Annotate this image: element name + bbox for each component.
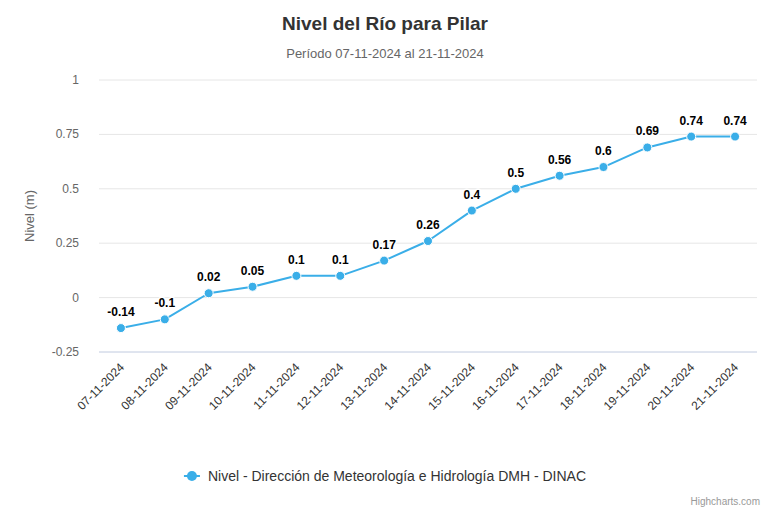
- credits: Highcharts.com: [691, 496, 760, 507]
- point: [687, 132, 696, 141]
- y-tick-label: 1: [72, 73, 79, 87]
- legend-symbol: [187, 471, 197, 481]
- data-label: 0.74: [723, 114, 747, 128]
- point: [336, 271, 345, 280]
- legend: Nivel - Dirección de Meteorología e Hidr…: [184, 468, 586, 484]
- plot-area: [116, 132, 739, 332]
- y-tick-label: -0.25: [52, 345, 80, 359]
- point: [599, 163, 608, 172]
- y-tick-label: 0.75: [56, 127, 80, 141]
- title: Nivel del Río para Pilar: [282, 13, 489, 34]
- subtitle: Período 07-11-2024 al 21-11-2024: [286, 46, 484, 61]
- data-label: 0.56: [548, 153, 572, 167]
- point: [731, 132, 740, 141]
- data-label: 0.4: [464, 188, 481, 202]
- point: [511, 184, 520, 193]
- chart: Nivel del Río para Pilar Período 07-11-20…: [0, 0, 770, 513]
- data-labels: -0.14 -0.1 0.02 0.05 0.1 0.1 0.17 0.26 0.4 0.5 0.5…: [107, 114, 747, 319]
- legend-label: Nivel - Dirección de Meteorología e Hidr…: [208, 468, 586, 484]
- data-label: 0.26: [416, 218, 440, 232]
- y-tick-label: 0.25: [56, 236, 80, 250]
- y-tick-label: 0: [72, 291, 79, 305]
- point: [643, 143, 652, 152]
- data-label: 0.1: [332, 253, 349, 267]
- point: [204, 289, 213, 298]
- point: [292, 271, 301, 280]
- data-label: 0.05: [241, 264, 265, 278]
- data-label: 0.6: [595, 144, 612, 158]
- point: [116, 324, 125, 333]
- point: [380, 256, 389, 265]
- grid-line: [99, 80, 757, 81]
- point: [467, 206, 476, 215]
- data-label: 0.69: [636, 124, 660, 138]
- data-label: 0.5: [507, 166, 524, 180]
- grid-line: [99, 188, 757, 189]
- y-axis-label: Nivel (m): [22, 190, 37, 242]
- data-label: 0.02: [197, 270, 221, 284]
- series-line: [121, 137, 735, 328]
- point: [555, 171, 564, 180]
- point: [424, 237, 433, 246]
- data-label: -0.14: [107, 305, 135, 319]
- data-label: 0.17: [372, 238, 396, 252]
- y-tick-label: 0.5: [62, 182, 79, 196]
- point: [160, 315, 169, 324]
- data-label: 0.74: [680, 114, 704, 128]
- grid: [99, 80, 757, 352]
- x-axis-line: [99, 352, 757, 353]
- data-label: -0.1: [154, 296, 175, 310]
- x-tick-label: 10-11-2024: [206, 360, 259, 413]
- x-tick-label: 21-11-2024: [689, 360, 742, 413]
- point: [248, 282, 257, 291]
- grid-line: [99, 352, 757, 353]
- grid-line: [99, 297, 757, 298]
- data-label: 0.1: [288, 253, 305, 267]
- y-axis-line: [99, 80, 100, 352]
